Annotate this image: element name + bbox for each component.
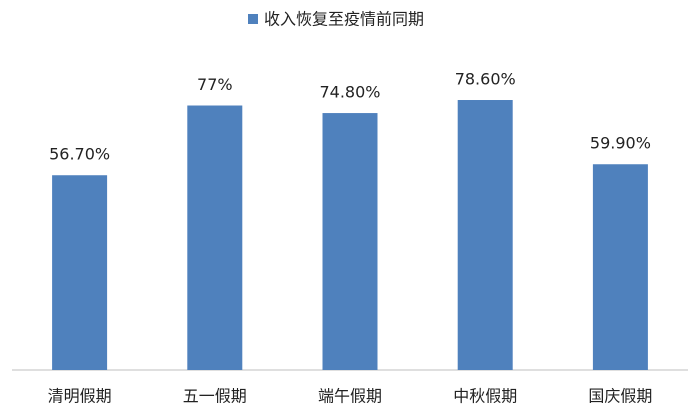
x-tick-label: 中秋假期 (453, 387, 517, 406)
data-label: 59.90% (590, 134, 651, 153)
bar (457, 100, 513, 370)
bar (592, 164, 648, 370)
x-tick-label: 国庆假期 (588, 387, 652, 406)
data-label: 56.70% (49, 145, 110, 164)
x-tick-label: 五一假期 (183, 387, 247, 406)
bar (52, 175, 108, 370)
data-label: 77% (197, 75, 233, 94)
data-label: 78.60% (455, 70, 516, 89)
x-tick-label: 端午假期 (318, 387, 382, 406)
legend-swatch (248, 14, 258, 24)
bar (322, 113, 378, 370)
bar (187, 105, 243, 370)
x-tick-label: 清明假期 (48, 387, 112, 406)
data-label: 74.80% (319, 83, 380, 102)
legend-label: 收入恢复至疫情前同期 (264, 10, 424, 29)
